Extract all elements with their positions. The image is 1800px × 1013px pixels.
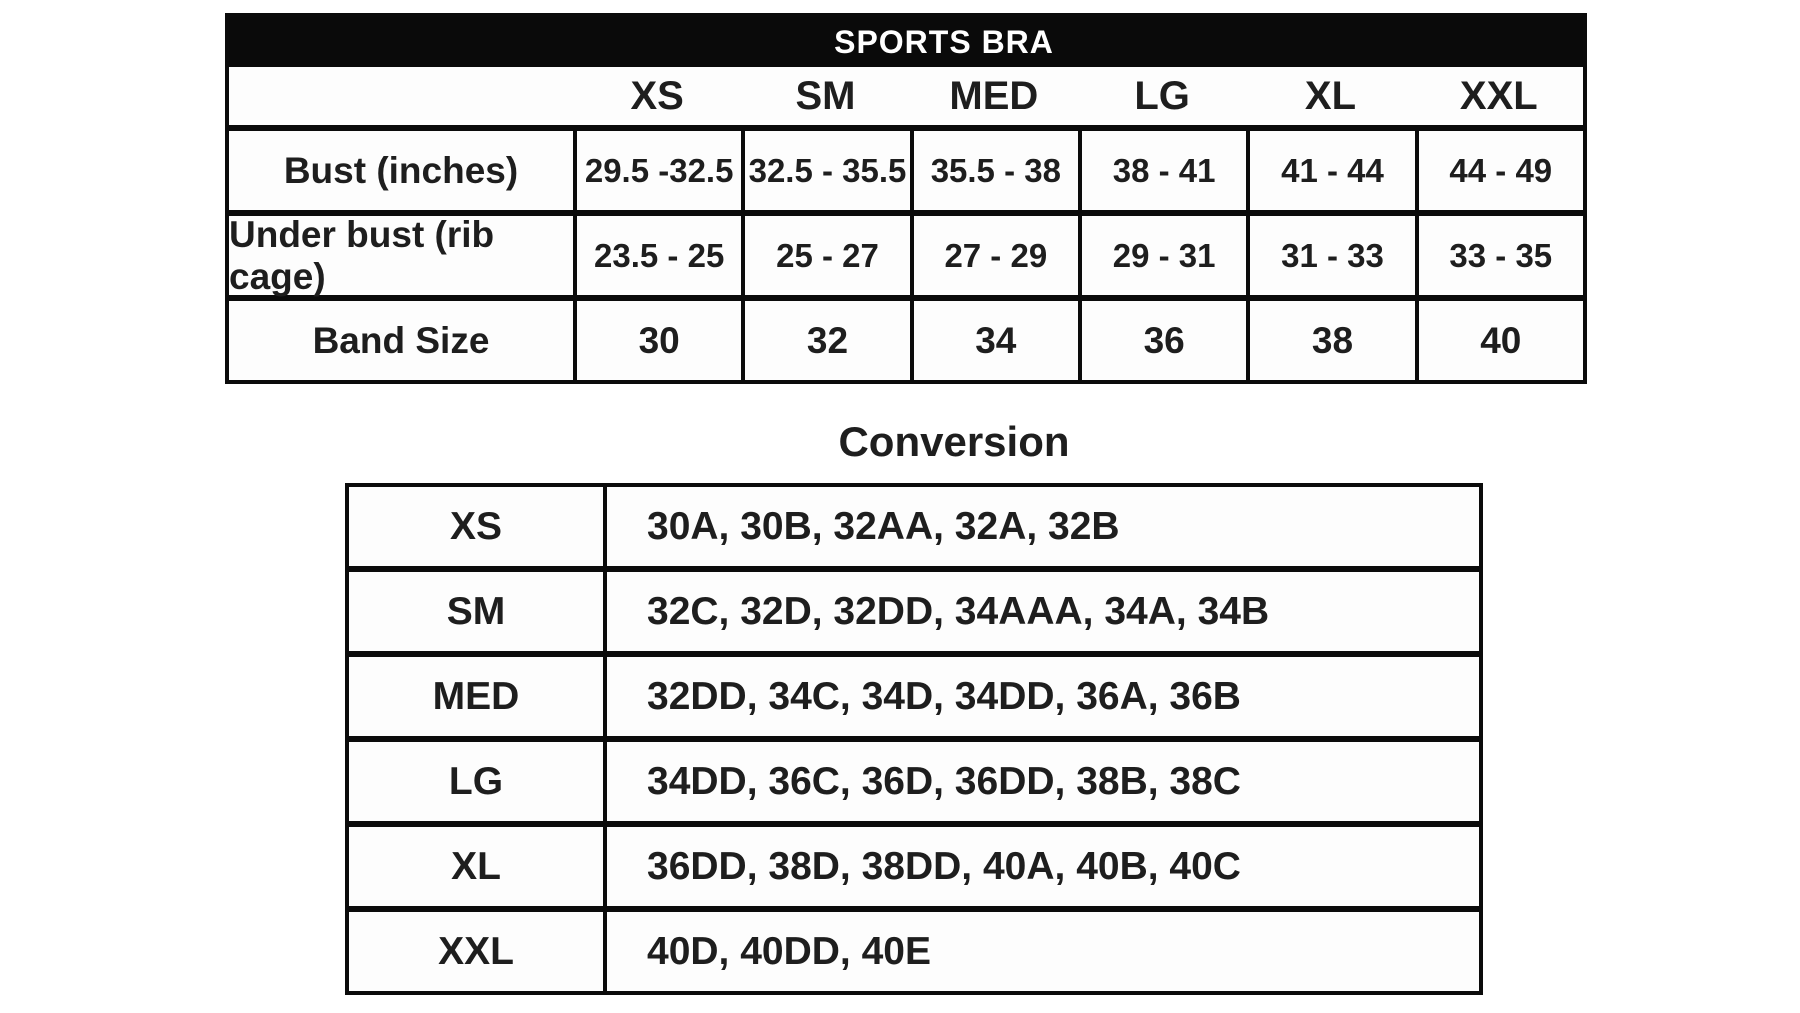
conversion-size-label: XXL <box>349 912 607 991</box>
conversion-size-label: SM <box>349 572 607 651</box>
conversion-size-label: LG <box>349 742 607 821</box>
size-column-header: XXL <box>1459 73 1538 118</box>
size-value-cell: 33 - 35 <box>1414 216 1583 295</box>
size-value-cell: 38 - 41 <box>1077 131 1246 210</box>
size-table-row: Under bust (rib cage) 23.5 - 25 25 - 27 27 … <box>229 210 1583 297</box>
conversion-row: LG 34DD, 36C, 36D, 36DD, 38B, 38C <box>349 736 1479 821</box>
size-value-cell: 36 <box>1077 301 1246 380</box>
size-value-cell: 31 - 33 <box>1246 216 1414 295</box>
size-row-label: Band Size <box>312 319 490 361</box>
conversion-bra-sizes: 40D, 40DD, 40E <box>647 929 931 973</box>
sports-bra-table: SPORTS BRA XS SM MED LG XL XXL Bust (inches) 2… <box>225 13 1587 384</box>
size-table-row: Band Size 30 32 34 36 38 40 <box>229 295 1583 380</box>
conversion-bra-sizes: 34DD, 36C, 36D, 36DD, 38B, 38C <box>647 759 1241 803</box>
size-column-header: XL <box>1304 73 1357 118</box>
size-value-cell: 32.5 - 35.5 <box>741 131 909 210</box>
conversion-bra-sizes: 32C, 32D, 32DD, 34AAA, 34A, 34B <box>647 589 1270 633</box>
size-value-cell: 35.5 - 38 <box>909 131 1078 210</box>
size-header-row: XS SM MED LG XL XXL <box>229 67 1583 125</box>
conversion-size-label: XL <box>349 827 607 906</box>
size-value-cell: 29 - 31 <box>1077 216 1246 295</box>
size-row-label: Bust (inches) <box>283 149 519 191</box>
size-value-cell: 41 - 44 <box>1246 131 1414 210</box>
size-value-cell: 44 - 49 <box>1414 131 1583 210</box>
size-value-cell: 27 - 29 <box>909 216 1078 295</box>
size-value-cell: 29.5 -32.5 <box>573 131 741 210</box>
size-value-cell: 38 <box>1246 301 1414 380</box>
size-column-header: SM <box>795 73 856 118</box>
conversion-row: MED 32DD, 34C, 34D, 34DD, 36A, 36B <box>349 651 1479 736</box>
conversion-bra-sizes: 36DD, 38D, 38DD, 40A, 40B, 40C <box>647 844 1241 888</box>
sports-bra-title-bar: SPORTS BRA <box>229 17 1583 67</box>
conversion-bra-sizes: 30A, 30B, 32AA, 32A, 32B <box>647 504 1120 548</box>
size-value-cell: 32 <box>741 301 909 380</box>
size-row-label: Under bust (rib cage) <box>229 213 495 297</box>
conversion-bra-sizes: 32DD, 34C, 34D, 34DD, 36A, 36B <box>647 674 1241 718</box>
conversion-row: XXL 40D, 40DD, 40E <box>349 906 1479 991</box>
conversion-row: XS 30A, 30B, 32AA, 32A, 32B <box>349 487 1479 566</box>
sports-bra-title: SPORTS BRA <box>834 23 1054 60</box>
conversion-table: XS 30A, 30B, 32AA, 32A, 32B SM 32C, 32D, 32… <box>345 483 1483 995</box>
size-rows: Bust (inches) 29.5 -32.5 32.5 - 35.5 35.5 -… <box>229 125 1583 380</box>
size-value-cell: 34 <box>909 301 1078 380</box>
conversion-title: Conversion <box>838 418 1070 465</box>
size-column-header: LG <box>1134 73 1190 118</box>
size-value-cell: 23.5 - 25 <box>573 216 741 295</box>
conversion-row: XL 36DD, 38D, 38DD, 40A, 40B, 40C <box>349 821 1479 906</box>
size-column-header: XS <box>630 73 684 118</box>
size-column-header: MED <box>949 73 1039 118</box>
conversion-size-label: MED <box>349 657 607 736</box>
size-table-row: Bust (inches) 29.5 -32.5 32.5 - 35.5 35.5 -… <box>229 125 1583 210</box>
conversion-size-label: XS <box>349 487 607 566</box>
size-value-cell: 30 <box>573 301 741 380</box>
size-value-cell: 40 <box>1414 301 1583 380</box>
size-value-cell: 25 - 27 <box>741 216 909 295</box>
conversion-row: SM 32C, 32D, 32DD, 34AAA, 34A, 34B <box>349 566 1479 651</box>
